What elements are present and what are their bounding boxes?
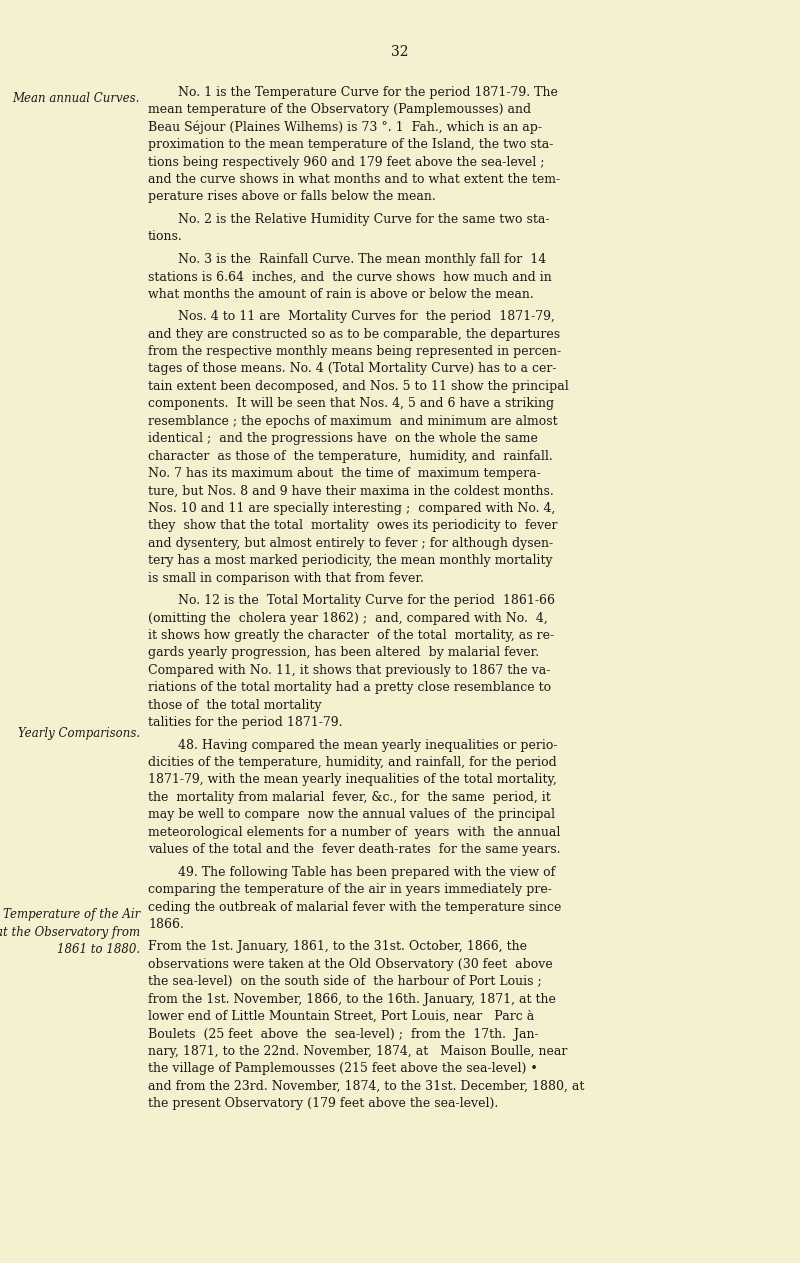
- Text: meteorological elements for a number of  years  with  the annual: meteorological elements for a number of …: [148, 826, 560, 839]
- Text: stations is 6.64  inches, and  the curve shows  how much and in: stations is 6.64 inches, and the curve s…: [148, 270, 552, 283]
- Text: 49. The following Table has been prepared with the view of: 49. The following Table has been prepare…: [178, 865, 556, 879]
- Text: character  as those of  the temperature,  humidity, and  rainfall.: character as those of the temperature, h…: [148, 450, 553, 462]
- Text: lower end of Little Mountain Street, Port Louis, near   Parc à: lower end of Little Mountain Street, Por…: [148, 1010, 534, 1023]
- Text: Boulets  (25 feet  above  the  sea-level) ;  from the  17th.  Jan-: Boulets (25 feet above the sea-level) ; …: [148, 1028, 538, 1041]
- Text: perature rises above or falls below the mean.: perature rises above or falls below the …: [148, 191, 436, 203]
- Text: (omitting the  cholera year 1862) ;  and, compared with No.  4,: (omitting the cholera year 1862) ; and, …: [148, 611, 548, 624]
- Text: Nos. 4 to 11 are  Mortality Curves for  the period  1871-79,: Nos. 4 to 11 are Mortality Curves for th…: [178, 311, 555, 323]
- Text: and they are constructed so as to be comparable, the departures: and they are constructed so as to be com…: [148, 327, 560, 341]
- Text: the present Observatory (179 feet above the sea-level).: the present Observatory (179 feet above …: [148, 1098, 498, 1110]
- Text: from the 1st. November, 1866, to the 16th. January, 1871, at the: from the 1st. November, 1866, to the 16t…: [148, 993, 556, 1005]
- Text: tages of those means. No. 4 (Total Mortality Curve) has to a cer-: tages of those means. No. 4 (Total Morta…: [148, 362, 557, 375]
- Text: No. 1 is the Temperature Curve for the period 1871-79. The: No. 1 is the Temperature Curve for the p…: [178, 86, 558, 99]
- Text: it shows how greatly the character  of the total  mortality, as re-: it shows how greatly the character of th…: [148, 629, 554, 642]
- Text: and the curve shows in what months and to what extent the tem-: and the curve shows in what months and t…: [148, 173, 560, 186]
- Text: Compared with No. 11, it shows that previously to 1867 the va-: Compared with No. 11, it shows that prev…: [148, 664, 550, 677]
- Text: No. 3 is the  Rainfall Curve. The mean monthly fall for  14: No. 3 is the Rainfall Curve. The mean mo…: [178, 253, 546, 265]
- Text: 48. Having compared the mean yearly inequalities or perio-: 48. Having compared the mean yearly ineq…: [178, 739, 558, 751]
- Text: gards yearly progression, has been altered  by malarial fever.: gards yearly progression, has been alter…: [148, 647, 539, 659]
- Text: comparing the temperature of the air in years immediately pre-: comparing the temperature of the air in …: [148, 883, 552, 895]
- Text: the  mortality from malarial  fever, &c., for  the same  period, it: the mortality from malarial fever, &c., …: [148, 791, 550, 803]
- Text: mean temperature of the Observatory (Pamplemousses) and: mean temperature of the Observatory (Pam…: [148, 104, 531, 116]
- Text: ture, but Nos. 8 and 9 have their maxima in the coldest months.: ture, but Nos. 8 and 9 have their maxima…: [148, 485, 554, 498]
- Text: identical ;  and the progressions have  on the whole the same: identical ; and the progressions have on…: [148, 432, 538, 445]
- Text: tery has a most marked periodicity, the mean monthly mortality: tery has a most marked periodicity, the …: [148, 554, 553, 567]
- Text: values of the total and the  fever death-rates  for the same years.: values of the total and the fever death-…: [148, 844, 561, 856]
- Text: riations of the total mortality had a pretty close resemblance to: riations of the total mortality had a pr…: [148, 681, 551, 695]
- Text: they  show that the total  mortality  owes its periodicity to  fever: they show that the total mortality owes …: [148, 519, 558, 532]
- Text: nary, 1871, to the 22nd. November, 1874, at   Maison Boulle, near: nary, 1871, to the 22nd. November, 1874,…: [148, 1045, 567, 1058]
- Text: tions.: tions.: [148, 230, 182, 244]
- Text: and from the 23rd. November, 1874, to the 31st. December, 1880, at: and from the 23rd. November, 1874, to th…: [148, 1080, 584, 1092]
- Text: those of  the total mortality: those of the total mortality: [148, 698, 326, 711]
- Text: what months the amount of rain is above or below the mean.: what months the amount of rain is above …: [148, 288, 534, 301]
- Text: tain extent been decomposed, and Nos. 5 to 11 show the principal: tain extent been decomposed, and Nos. 5 …: [148, 380, 569, 393]
- Text: tions being respectively 960 and 179 feet above the sea-level ;: tions being respectively 960 and 179 fee…: [148, 155, 545, 168]
- Text: Nos. 10 and 11 are specially interesting ;  compared with No. 4,: Nos. 10 and 11 are specially interesting…: [148, 501, 555, 515]
- Text: Mean annual Curves.: Mean annual Curves.: [13, 92, 140, 105]
- Text: proximation to the mean temperature of the Island, the two sta-: proximation to the mean temperature of t…: [148, 138, 554, 152]
- Text: dicities of the temperature, humidity, and rainfall, for the period: dicities of the temperature, humidity, a…: [148, 757, 557, 769]
- Text: No. 7 has its maximum about  the time of  maximum tempera-: No. 7 has its maximum about the time of …: [148, 467, 541, 480]
- Text: is small in comparison with that from fever.: is small in comparison with that from fe…: [148, 572, 424, 585]
- Text: 1871-79, with the mean yearly inequalities of the total mortality,: 1871-79, with the mean yearly inequaliti…: [148, 773, 557, 787]
- Text: the village of Pamplemousses (215 feet above the sea-level) •: the village of Pamplemousses (215 feet a…: [148, 1062, 538, 1075]
- Text: Temperature of the Air: Temperature of the Air: [2, 908, 140, 921]
- Text: from the respective monthly means being represented in percen-: from the respective monthly means being …: [148, 345, 561, 357]
- Text: observations were taken at the Old Observatory (30 feet  above: observations were taken at the Old Obser…: [148, 957, 553, 971]
- Text: 1861 to 1880.: 1861 to 1880.: [57, 943, 140, 956]
- Text: 1866.: 1866.: [148, 918, 184, 931]
- Text: resemblance ; the epochs of maximum  and minimum are almost: resemblance ; the epochs of maximum and …: [148, 414, 558, 428]
- Text: at the Observatory from: at the Observatory from: [0, 926, 140, 938]
- Text: and dysentery, but almost entirely to fever ; for although dysen-: and dysentery, but almost entirely to fe…: [148, 537, 553, 549]
- Text: the sea-level)  on the south side of  the harbour of Port Louis ;: the sea-level) on the south side of the …: [148, 975, 542, 988]
- Text: No. 12 is the  Total Mortality Curve for the period  1861-66: No. 12 is the Total Mortality Curve for …: [178, 594, 555, 608]
- Text: components.  It will be seen that Nos. 4, 5 and 6 have a striking: components. It will be seen that Nos. 4,…: [148, 398, 554, 410]
- Text: From the 1st. January, 1861, to the 31st. October, 1866, the: From the 1st. January, 1861, to the 31st…: [148, 941, 527, 954]
- Text: talities for the period 1871-79.: talities for the period 1871-79.: [148, 716, 342, 729]
- Text: Yearly Comparisons.: Yearly Comparisons.: [18, 727, 140, 740]
- Text: No. 2 is the Relative Humidity Curve for the same two sta-: No. 2 is the Relative Humidity Curve for…: [178, 213, 550, 226]
- Text: ceding the outbreak of malarial fever with the temperature since: ceding the outbreak of malarial fever wi…: [148, 901, 562, 913]
- Text: may be well to compare  now the annual values of  the principal: may be well to compare now the annual va…: [148, 808, 555, 821]
- Text: Beau Séjour (Plaines Wilhems) is 73 °. 1  Fah., which is an ap-: Beau Séjour (Plaines Wilhems) is 73 °. 1…: [148, 121, 542, 134]
- Text: 32: 32: [391, 45, 409, 59]
